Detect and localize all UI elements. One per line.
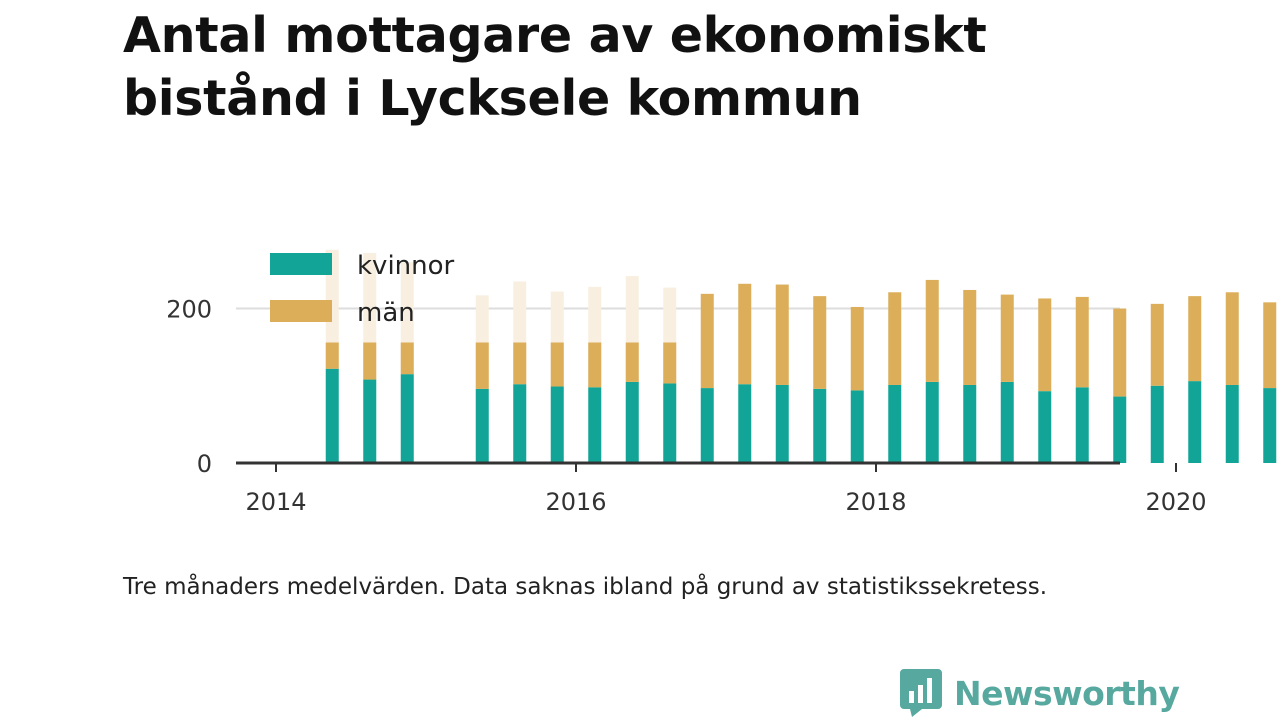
bar-man: [813, 296, 827, 389]
bar-kvinnor: [1038, 391, 1052, 463]
bar-kvinnor: [400, 374, 414, 463]
bar-man: [1150, 303, 1164, 386]
bar-man: [475, 342, 489, 389]
bar-kvinnor: [475, 388, 489, 463]
bar-man: [700, 293, 714, 389]
bar-kvinnor: [1150, 385, 1164, 463]
bar-kvinnor: [625, 381, 639, 463]
bar-man: [1188, 296, 1202, 382]
bar-man: [888, 292, 902, 385]
bar-man: [1225, 292, 1239, 385]
bar-kvinnor: [700, 388, 714, 463]
axes: 0200201420162018202020222024: [166, 296, 1206, 517]
newsworthy-logo[interactable]: Newsworthy: [900, 668, 1180, 718]
x-tick-label: 2020: [1145, 488, 1206, 516]
bar-man: [325, 342, 339, 369]
faded-bars: [325, 249, 677, 463]
bar-man: [850, 306, 864, 391]
bar-kvinnor: [1075, 387, 1089, 463]
bar-man: [963, 289, 977, 385]
bar-man: [738, 283, 752, 385]
bar-man: [550, 342, 564, 387]
legend: kvinnor män: [270, 251, 455, 328]
bar-man: [588, 342, 602, 388]
legend-label: män: [357, 298, 415, 328]
bar-kvinnor: [663, 383, 677, 463]
x-tick-label: 2014: [245, 488, 306, 516]
bar-kvinnor: [775, 384, 789, 463]
bar-kvinnor: [888, 384, 902, 463]
bar-kvinnor: [363, 379, 377, 463]
bar-kvinnor: [550, 386, 564, 463]
bar-man: [363, 342, 377, 380]
bar-kvinnor: [738, 384, 752, 463]
bar-kvinnor: [963, 384, 977, 463]
bar-kvinnor: [813, 388, 827, 463]
bar-man: [513, 342, 527, 385]
legend-swatch: [270, 253, 332, 275]
bar-kvinnor: [1263, 388, 1277, 463]
legend-swatch: [270, 300, 332, 322]
y-tick-label: 0: [197, 450, 212, 478]
bar-man: [925, 279, 939, 382]
bar-man: [1000, 294, 1014, 382]
bar-kvinnor: [325, 368, 339, 463]
x-tick-label: 2016: [545, 488, 606, 516]
bar-kvinnor: [588, 387, 602, 463]
bar-man: [1263, 302, 1277, 389]
bars: [325, 279, 1277, 463]
legend-label: kvinnor: [357, 251, 455, 281]
bar-kvinnor: [513, 384, 527, 463]
newsworthy-chart-icon: [900, 669, 942, 717]
chart-title: Antal mottagare av ekonomiskt bistånd i …: [123, 7, 987, 127]
chart-footnote: Tre månaders medelvärden. Data saknas ib…: [123, 574, 1048, 600]
x-tick-label: 2018: [845, 488, 906, 516]
bar-kvinnor: [1225, 384, 1239, 463]
bar-man: [400, 342, 414, 375]
bar-kvinnor: [1188, 381, 1202, 463]
bar-man: [663, 342, 677, 384]
bar-kvinnor: [1000, 381, 1014, 463]
bar-man: [1075, 296, 1089, 388]
y-tick-label: 200: [166, 296, 212, 324]
bar-man: [625, 342, 639, 382]
bar-man: [1113, 308, 1127, 397]
brand-name: Newsworthy: [954, 673, 1180, 713]
bar-kvinnor: [1113, 396, 1127, 463]
bar-kvinnor: [925, 381, 939, 463]
bar-kvinnor: [850, 390, 864, 463]
bar-man: [1038, 298, 1052, 392]
bar-man: [775, 284, 789, 385]
